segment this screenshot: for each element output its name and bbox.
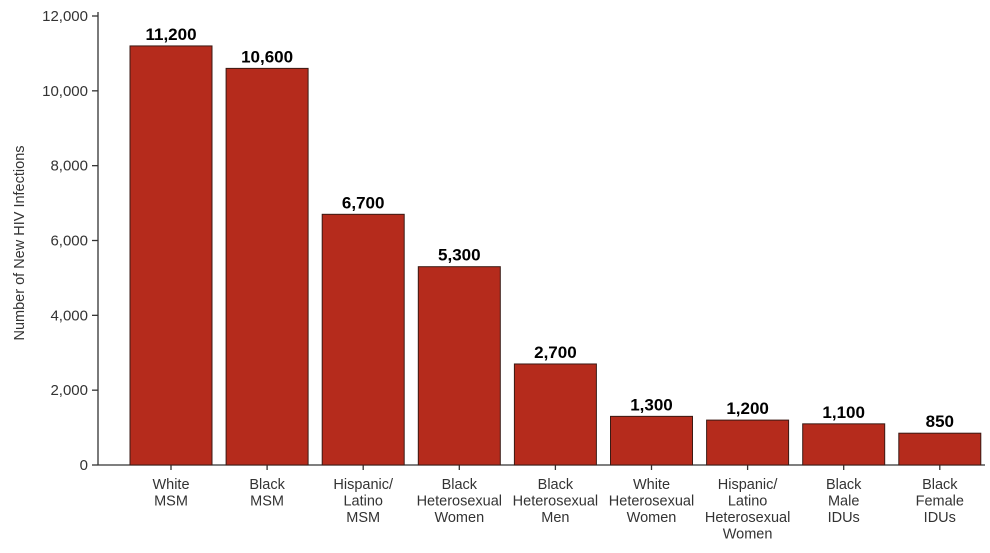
y-tick-label: 0 bbox=[80, 457, 88, 474]
bar-value-label: 1,200 bbox=[726, 399, 769, 418]
category-label-line: Black bbox=[922, 477, 958, 493]
category-label: Black MSM bbox=[249, 477, 285, 510]
y-tick-label: 6,000 bbox=[50, 233, 88, 250]
category-label-line: Men bbox=[541, 510, 569, 526]
bar bbox=[898, 432, 982, 466]
category-label-line: Heterosexual bbox=[513, 494, 598, 510]
category-label-line: Hispanic/ bbox=[333, 477, 394, 493]
bar-value-label: 1,300 bbox=[630, 395, 673, 414]
category-label-line: Hispanic/ bbox=[718, 477, 779, 493]
bar bbox=[129, 45, 213, 466]
category-label-line: Latino bbox=[728, 494, 768, 510]
category-label-line: Male bbox=[828, 494, 859, 510]
bar bbox=[321, 213, 405, 466]
category-label-line: Black bbox=[249, 477, 285, 493]
y-tick-label: 8,000 bbox=[50, 158, 88, 175]
category-label-line: Women bbox=[434, 510, 484, 526]
bars bbox=[129, 45, 982, 466]
category-label-line: MSM bbox=[346, 510, 380, 526]
category-label-line: MSM bbox=[154, 494, 188, 510]
category-label-line: MSM bbox=[250, 494, 284, 510]
category-label-line: IDUs bbox=[828, 510, 860, 526]
bar-value-label: 2,700 bbox=[534, 343, 577, 362]
y-tick-label: 4,000 bbox=[50, 307, 88, 324]
bar-value-label: 10,600 bbox=[241, 47, 293, 66]
bar-value-label: 6,700 bbox=[342, 193, 385, 212]
bar-value-label: 1,100 bbox=[822, 403, 865, 422]
category-label-line: Black bbox=[442, 477, 478, 493]
bar bbox=[706, 419, 790, 466]
bar-value-label: 5,300 bbox=[438, 246, 481, 265]
category-label: Black Heterosexual Men bbox=[513, 477, 598, 526]
category-label-line: Black bbox=[826, 477, 862, 493]
bar bbox=[513, 363, 597, 466]
category-label: Black Male IDUs bbox=[826, 477, 862, 526]
category-label: White Heterosexual Women bbox=[609, 477, 694, 526]
category-label-line: Latino bbox=[343, 494, 383, 510]
category-label: White MSM bbox=[152, 477, 189, 510]
bar-value-label: 850 bbox=[926, 412, 954, 431]
category-label-line: Women bbox=[627, 510, 677, 526]
category-label: Hispanic/Latino Heterosexual Women bbox=[705, 477, 790, 543]
category-label: Hispanic/Latino MSM bbox=[333, 477, 394, 526]
bar bbox=[610, 415, 693, 466]
category-label-line: Black bbox=[538, 477, 574, 493]
y-tick-label: 2,000 bbox=[50, 382, 88, 399]
bar-value-label: 11,200 bbox=[145, 25, 196, 44]
category-label-line: White bbox=[633, 477, 670, 493]
category-label-line: Heterosexual bbox=[609, 494, 694, 510]
y-tick-label: 12,000 bbox=[42, 8, 88, 25]
y-tick-label: 10,000 bbox=[42, 83, 88, 100]
category-label-line: White bbox=[152, 477, 189, 493]
category-label-line: Heterosexual bbox=[417, 494, 502, 510]
bar bbox=[802, 423, 886, 466]
bar bbox=[225, 67, 309, 466]
category-label: Black Female IDUs bbox=[916, 477, 964, 526]
category-label: Black Heterosexual Women bbox=[417, 477, 502, 526]
y-axis-title: Number of New HIV Infections bbox=[12, 145, 28, 340]
category-label-line: Women bbox=[723, 527, 773, 543]
category-label-line: Heterosexual bbox=[705, 510, 790, 526]
category-label-line: Female bbox=[916, 494, 964, 510]
bar bbox=[417, 266, 501, 466]
category-label-line: IDUs bbox=[924, 510, 956, 526]
